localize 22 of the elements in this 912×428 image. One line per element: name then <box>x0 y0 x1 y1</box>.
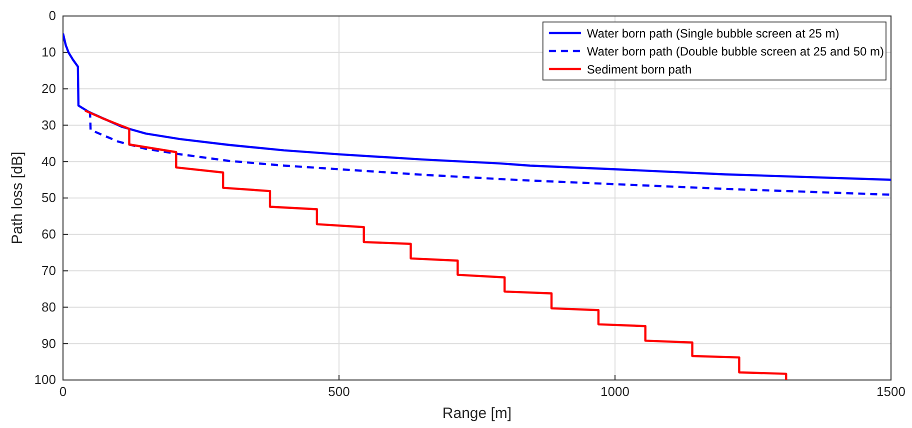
y-tick-label: 50 <box>42 190 56 206</box>
x-tick-label: 1500 <box>876 384 906 400</box>
x-axis-title: Range [m] <box>442 405 512 422</box>
x-tick-label: 1000 <box>600 384 630 400</box>
line-series <box>84 110 788 381</box>
y-tick-label: 40 <box>42 154 56 169</box>
y-tick-label: 90 <box>42 336 56 351</box>
y-tick-label: 30 <box>42 117 56 132</box>
y-tick-label: 70 <box>42 262 56 278</box>
y-tick-label: 0 <box>48 8 56 24</box>
y-tick-label: 80 <box>42 299 56 314</box>
y-tick-label: 10 <box>42 44 56 60</box>
x-tick-label: 500 <box>328 384 350 400</box>
y-tick-label: 100 <box>34 372 56 388</box>
legend-label: Water born path (Double bubble screen at 25 and 50 m) <box>586 44 884 58</box>
legend-label: Sediment born path <box>586 62 692 76</box>
line-series <box>87 110 891 196</box>
legend-label: Water born path (Single bubble screen at 25 m) <box>586 26 840 40</box>
y-axis-title: Path loss [dB] <box>9 152 26 244</box>
y-tick-label: 60 <box>42 226 56 242</box>
x-tick-label: 0 <box>59 384 67 400</box>
y-tick-label: 20 <box>42 80 56 96</box>
